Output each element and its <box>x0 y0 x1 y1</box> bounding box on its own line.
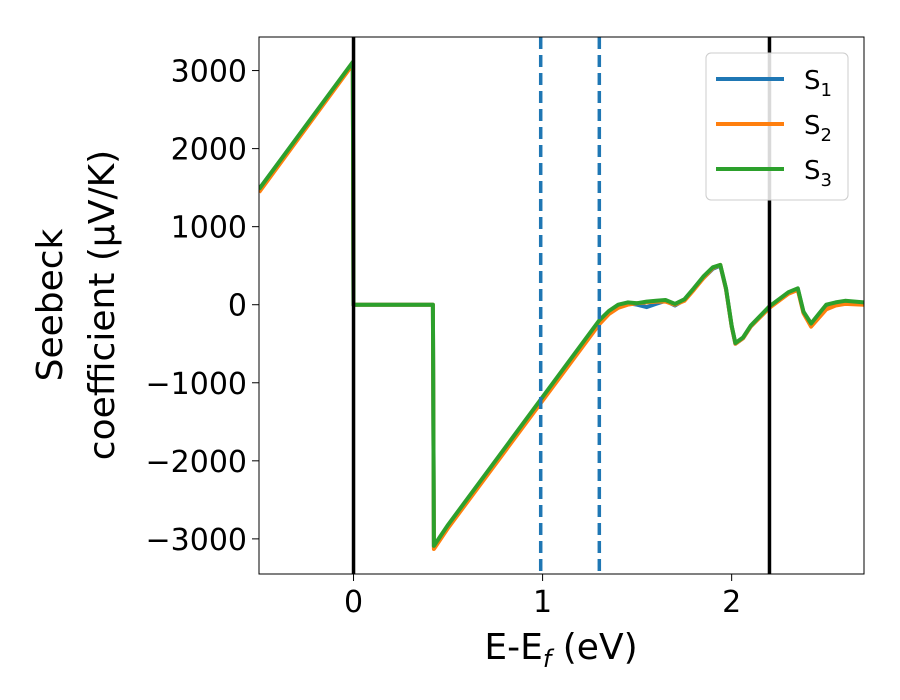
y-tick-label: 2000 <box>171 133 247 168</box>
legend-label-sub: 1 <box>821 80 832 101</box>
legend-label-main: S <box>804 111 821 141</box>
legend-label-main: S <box>804 156 821 186</box>
y-tick-label: −3000 <box>146 523 247 558</box>
y-axis-label: Seebeck coefficient (μV/K) <box>30 150 123 460</box>
axes-frame <box>258 36 865 575</box>
x-axis-label-main: E-E <box>484 627 542 668</box>
series-line-3 <box>259 60 864 548</box>
legend-label-3: S3 <box>804 156 832 191</box>
y-axis-label-line1: Seebeck <box>30 228 71 381</box>
y-tick-label: 1000 <box>171 211 247 246</box>
y-tick-label: −2000 <box>146 445 247 480</box>
x-tick-label: 1 <box>533 585 552 620</box>
y-tick-label: 0 <box>228 289 247 324</box>
x-tick-label: 0 <box>344 585 363 620</box>
y-tick-label: −1000 <box>146 367 247 402</box>
x-axis-label-unit: (eV) <box>551 627 637 668</box>
y-axis-label-line2: coefficient (μV/K) <box>82 150 123 460</box>
legend-label-sub: 2 <box>821 125 832 146</box>
axes: 0 1 2 3000 2000 1000 0 −1000 −2000 −3000 <box>146 36 865 620</box>
legend-label-sub: 3 <box>821 170 832 191</box>
x-tick-label: 2 <box>722 585 741 620</box>
x-axis-label: E-Ef (eV) <box>484 627 637 673</box>
legend-label-2: S2 <box>804 111 832 146</box>
legend-label-main: S <box>804 66 821 96</box>
legend-frame <box>705 52 849 201</box>
y-tick-label: 3000 <box>171 55 247 90</box>
legend-label-1: S1 <box>804 66 832 101</box>
